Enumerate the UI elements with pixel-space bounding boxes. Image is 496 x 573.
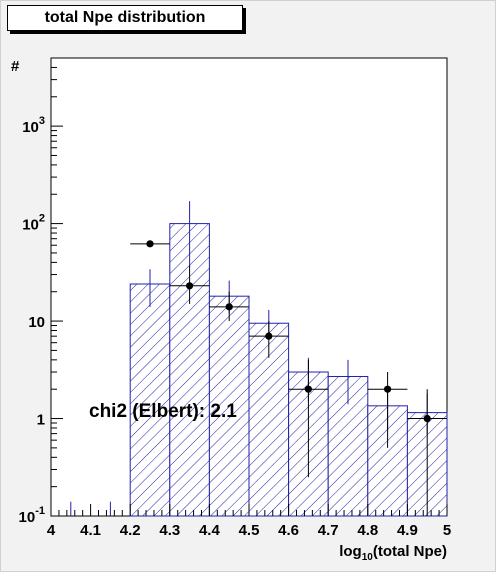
x-tick-label: 4 xyxy=(47,522,56,539)
x-tick-label: 4.7 xyxy=(318,522,339,539)
y-tick-label: 1 xyxy=(37,412,45,429)
axes-layer: 4 4.1 4.2 4.3 4.4 4.5 4.6 4.7 4.8 4.9 5 10-1 1 10 102 1… xyxy=(19,57,451,539)
x-axis-title-base: log xyxy=(339,543,362,560)
data-point xyxy=(304,385,312,393)
y-tick-label: 10 xyxy=(28,314,45,331)
data-point xyxy=(186,282,194,290)
x-axis-title-sub: 10 xyxy=(362,552,374,563)
x-tick-label: 4.4 xyxy=(199,522,221,539)
x-tick-label: 4.8 xyxy=(357,522,378,539)
data-points-layer xyxy=(130,240,447,516)
data-point xyxy=(225,303,233,311)
x-tick-label: 5 xyxy=(443,522,451,539)
y-tick-label: 102 xyxy=(22,213,45,234)
data-point xyxy=(423,414,431,423)
y-tick-label: 103 xyxy=(22,115,45,136)
x-tick-label: 4.2 xyxy=(120,522,141,539)
chart-title: total Npe distribution xyxy=(7,5,243,31)
x-tick-label: 4.9 xyxy=(397,522,418,539)
data-point xyxy=(265,332,273,340)
data-point xyxy=(384,385,392,393)
x-tick-label: 4.3 xyxy=(159,522,180,539)
x-axis-title: log10(total Npe) xyxy=(339,543,447,563)
x-axis-title-rest: (total Npe) xyxy=(373,543,447,560)
x-tick-label: 4.1 xyxy=(80,522,101,539)
y-tick-label: 10-1 xyxy=(19,505,45,526)
histogram-bar xyxy=(129,283,171,517)
x-tick-label: 4.6 xyxy=(278,522,299,539)
x-tick-label: 4.5 xyxy=(239,522,260,539)
chi2-annotation: chi2 (Elbert): 2.1 xyxy=(89,401,237,422)
y-axis-title: # xyxy=(11,58,20,75)
data-point xyxy=(146,240,154,248)
